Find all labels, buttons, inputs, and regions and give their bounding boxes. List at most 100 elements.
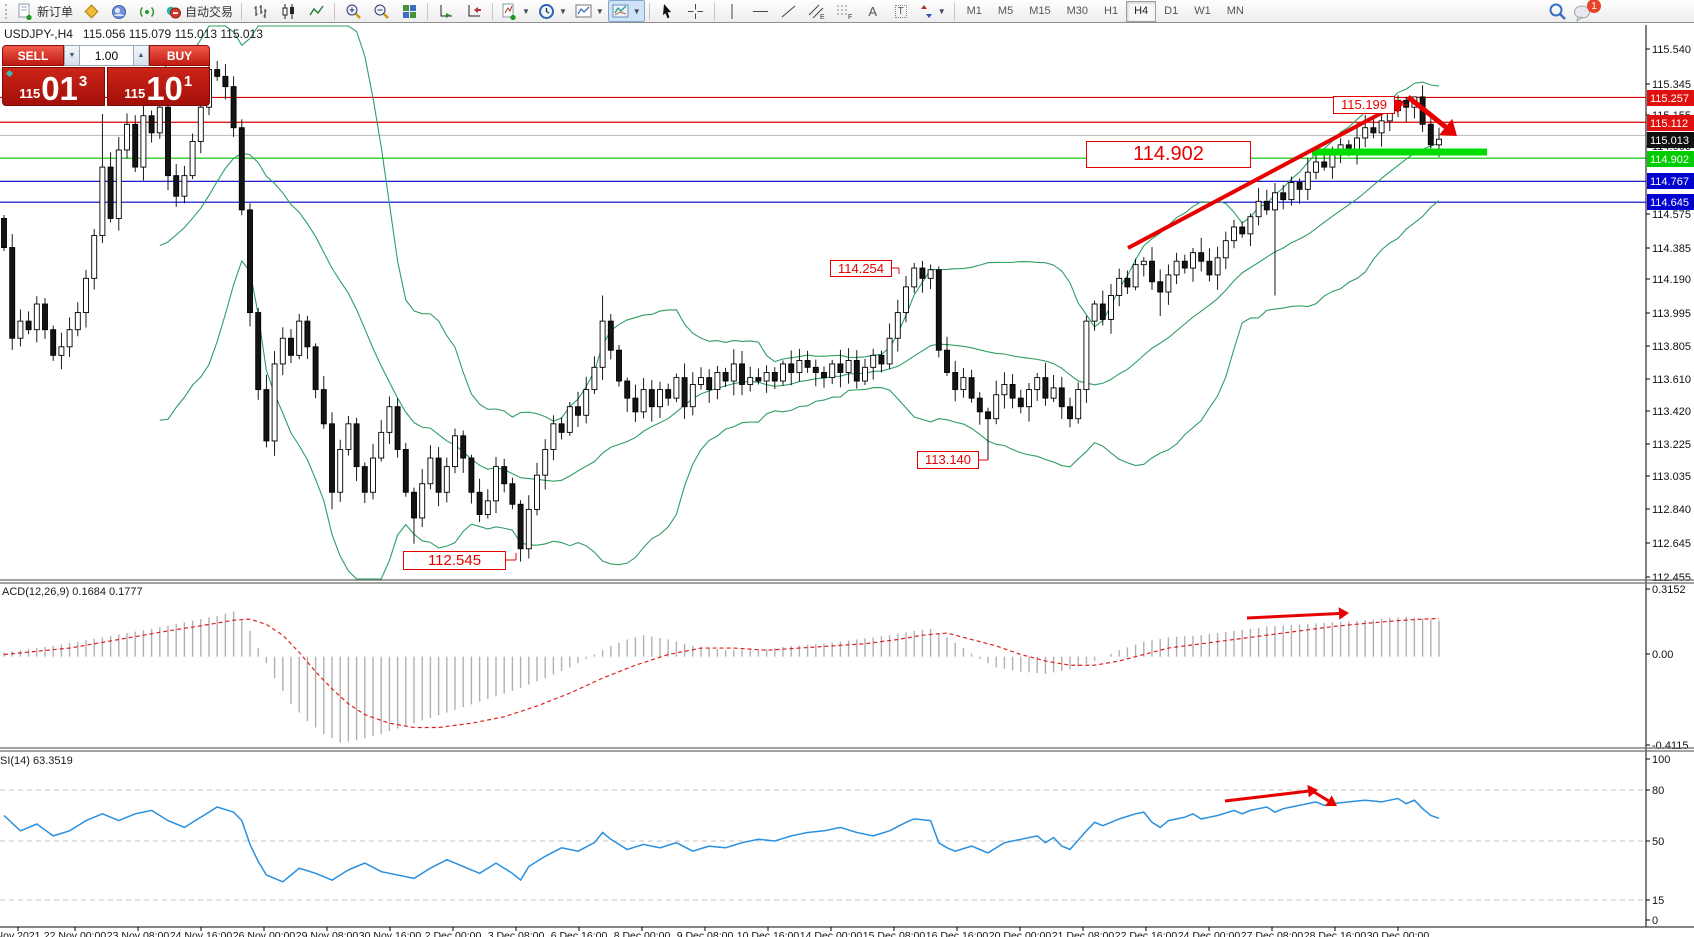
profiles-button[interactable]: ▼	[607, 0, 645, 22]
periods-dropdown-caret[interactable]: ▼	[558, 6, 567, 16]
arrows-dropdown-caret[interactable]: ▼	[937, 6, 946, 16]
new-order-button[interactable]: 新订单	[13, 0, 77, 22]
search-icon[interactable]	[1548, 2, 1567, 21]
notification-count-badge: 1	[1587, 0, 1601, 13]
svg-text:-0.4115: -0.4115	[1652, 740, 1689, 752]
auto-scroll-button[interactable]	[432, 0, 460, 22]
sell-price-box[interactable]: 115 01 3	[2, 67, 105, 106]
tf-mn-button[interactable]: MN	[1226, 5, 1244, 17]
zoom-in-button[interactable]	[339, 0, 367, 22]
templates-dropdown-caret[interactable]: ▼	[595, 6, 604, 16]
volume-decrease-button[interactable]: ▼	[63, 45, 80, 66]
templates-button[interactable]: ▼	[571, 0, 608, 22]
auto-scroll-icon	[440, 4, 452, 18]
buy-price-prefix: 115	[124, 86, 146, 101]
vertical-line-tool[interactable]	[719, 0, 747, 22]
buy-button[interactable]: BUY	[148, 45, 210, 66]
zoom-out-button[interactable]	[367, 0, 395, 22]
price-annotation-114254[interactable]: 114.254	[830, 260, 892, 277]
toolbar-separator	[492, 2, 494, 20]
tf-h4-button[interactable]: H4	[1126, 0, 1157, 22]
profiles-dropdown-caret[interactable]: ▼	[632, 6, 641, 16]
crosshair-button[interactable]	[682, 0, 710, 22]
svg-text:114.645: 114.645	[1650, 197, 1689, 209]
sell-price-main: 01	[41, 70, 78, 107]
volume-input[interactable]	[79, 45, 133, 66]
arrows-icon	[920, 4, 932, 18]
svg-text:22 Nov 00:00: 22 Nov 00:00	[44, 930, 107, 937]
tf-m5-button[interactable]: M5	[997, 5, 1014, 17]
toolbar-separator	[241, 2, 243, 20]
bar-chart-icon	[254, 4, 267, 18]
volume-increase-button[interactable]: ▲	[132, 45, 149, 66]
text-label-icon: T	[894, 4, 907, 18]
chart-title: USDJPY-,H4 115.056 115.079 115.013 115.01…	[4, 27, 263, 41]
channel-tool[interactable]: E	[803, 0, 831, 22]
community-button[interactable]	[105, 0, 133, 22]
text-label-tool[interactable]: T	[887, 0, 915, 22]
text-tool[interactable]: A	[868, 3, 878, 19]
price-annotation-113140[interactable]: 113.140	[917, 451, 979, 469]
fibonacci-tool[interactable]: F	[831, 0, 859, 22]
community-icon	[111, 4, 126, 19]
notifications-button[interactable]: 1	[1573, 0, 1601, 23]
price-annotation-114902[interactable]: 114.902	[1086, 141, 1251, 168]
svg-text:22 Dec 16:00: 22 Dec 16:00	[1115, 930, 1178, 937]
cursor-button[interactable]	[654, 0, 682, 22]
vertical-line-icon	[731, 3, 733, 19]
svg-text:3 Dec 08:00: 3 Dec 08:00	[488, 930, 545, 937]
tf-m15-button[interactable]: M15	[1029, 5, 1051, 17]
svg-text:115.345: 115.345	[1652, 79, 1691, 91]
trendline-tool[interactable]	[775, 0, 803, 22]
horizontal-line-tool[interactable]	[747, 0, 775, 22]
line-chart-icon	[308, 5, 324, 15]
svg-text:113.420: 113.420	[1652, 406, 1691, 418]
cursor-icon	[663, 3, 672, 18]
signals-icon	[139, 6, 154, 17]
svg-text:0: 0	[1652, 915, 1658, 927]
buy-price-main: 10	[146, 70, 183, 107]
tf-m1-button[interactable]: M1	[966, 5, 982, 17]
fibonacci-icon: F	[837, 5, 853, 20]
tf-h1-button[interactable]: H1	[1104, 5, 1119, 17]
tf-d1-button[interactable]: D1	[1164, 5, 1179, 17]
periods-button[interactable]: ▼	[534, 0, 571, 22]
toolbar-separator	[953, 2, 955, 20]
svg-text:113.225: 113.225	[1652, 439, 1691, 451]
tf-m30-button[interactable]: M30	[1066, 5, 1089, 17]
channel-icon: E	[808, 4, 825, 20]
svg-text:Nov 2021: Nov 2021	[0, 930, 41, 937]
svg-text:24 Dec 00:00: 24 Dec 00:00	[1178, 930, 1241, 937]
svg-text:114.767: 114.767	[1650, 176, 1689, 188]
toolbar-separator	[713, 2, 715, 20]
indicators-button[interactable]: ▼	[497, 0, 534, 22]
svg-text:114.902: 114.902	[1650, 154, 1689, 166]
market-button[interactable]	[77, 0, 105, 22]
svg-text:14 Dec 00:00: 14 Dec 00:00	[800, 930, 863, 937]
line-chart-mode-button[interactable]	[302, 0, 330, 22]
buy-price-box[interactable]: 115 10 1	[106, 67, 210, 107]
tf-w1-button[interactable]: W1	[1194, 5, 1211, 17]
toolbar-separator	[334, 2, 336, 20]
autotrade-button[interactable]: 自动交易	[161, 0, 237, 22]
signals-button[interactable]	[133, 0, 161, 22]
svg-text:80: 80	[1652, 785, 1664, 797]
svg-text:112.840: 112.840	[1652, 504, 1691, 516]
svg-text:30 Nov 16:00: 30 Nov 16:00	[359, 930, 422, 937]
toolbar-grip[interactable]	[5, 3, 10, 19]
sell-price-prefix: 115	[19, 86, 41, 101]
tile-windows-button[interactable]	[395, 0, 423, 22]
price-annotation-112545[interactable]: 112.545	[403, 551, 506, 570]
indicators-dropdown-caret[interactable]: ▼	[522, 6, 530, 16]
chart-shift-button[interactable]	[460, 0, 488, 22]
candlestick-mode-button[interactable]	[274, 0, 302, 22]
sell-button[interactable]: SELL	[2, 45, 64, 66]
svg-text:114.575: 114.575	[1652, 209, 1691, 221]
arrows-tool[interactable]: ▼	[915, 0, 950, 22]
svg-text:24 Nov 16:00: 24 Nov 16:00	[170, 930, 233, 937]
svg-text:F: F	[848, 14, 852, 20]
bar-chart-mode-button[interactable]	[246, 0, 274, 22]
price-annotation-115199[interactable]: 115.199	[1333, 96, 1395, 114]
